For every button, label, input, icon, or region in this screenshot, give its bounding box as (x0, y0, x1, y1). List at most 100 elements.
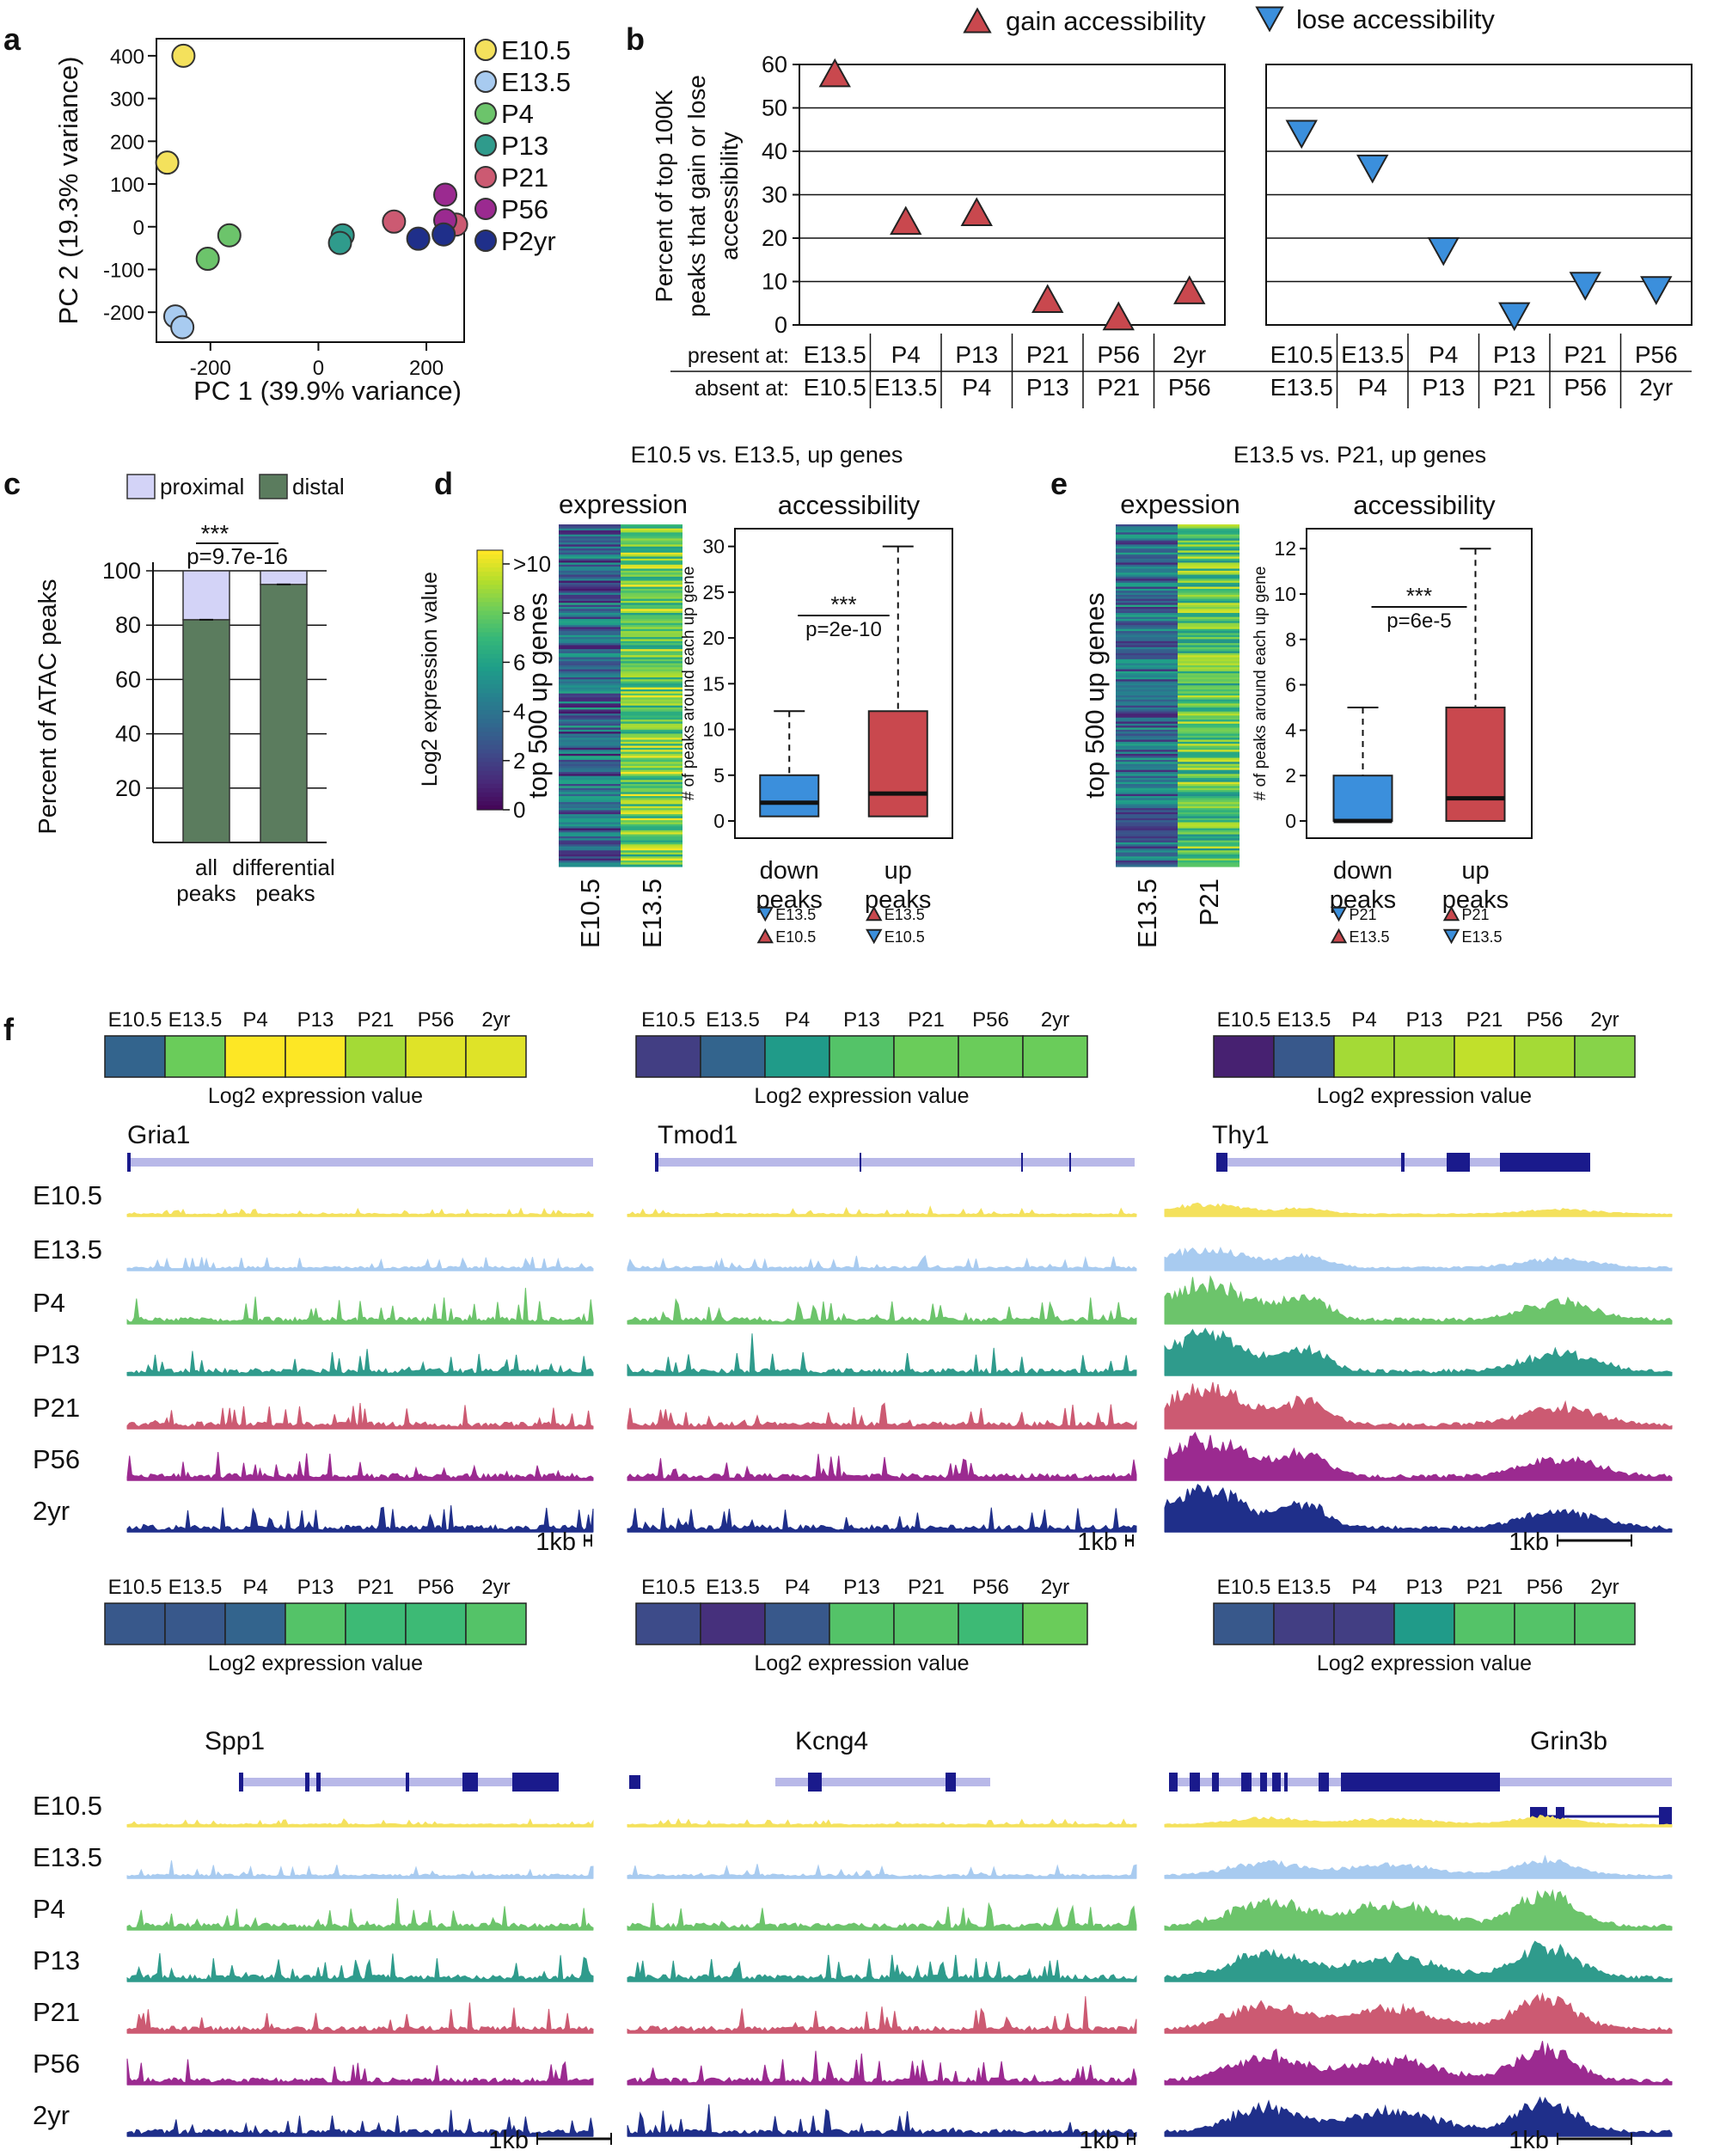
heatmap-cell (1116, 643, 1178, 646)
heatmap-cell (621, 751, 682, 755)
panel-label: c (3, 466, 21, 501)
heatmap-cell (621, 739, 682, 743)
colorbar-cell (477, 576, 503, 581)
expression-cell (1393, 1602, 1455, 1645)
heatmap-cell (559, 616, 621, 620)
colorbar-cell (477, 796, 503, 802)
y-tick-label: 60 (115, 666, 141, 692)
heatmap-cell (1116, 628, 1178, 632)
bar-proximal (182, 570, 230, 621)
heatmap-cell (1178, 567, 1240, 570)
colorbar-cell (477, 740, 503, 746)
boxplot-title: accessibility (778, 490, 921, 520)
heatmap-cell (1178, 838, 1240, 842)
heatmap-cell (1178, 721, 1240, 725)
x-tick-label: 200 (409, 357, 444, 380)
heatmap-cell (1116, 856, 1178, 860)
heatmap-cell (621, 634, 682, 638)
heatmap-cell (559, 534, 621, 537)
heatmap-cell (559, 793, 621, 797)
heatmap-cell (1116, 592, 1178, 596)
panel-label: f (3, 1012, 15, 1047)
heatmap-cell (1178, 536, 1240, 539)
expression-stage-label: P13 (297, 1576, 334, 1599)
heatmap-cell (1178, 798, 1240, 801)
heatmap-cell (1178, 643, 1240, 646)
colorbar-cell (477, 800, 503, 806)
heatmap-cell (1116, 526, 1178, 530)
heatmap-cell (1178, 552, 1240, 555)
heatmap-cell (1116, 677, 1178, 680)
heatmap-cell (1178, 600, 1240, 603)
present-label: P56 (1635, 341, 1678, 368)
heatmap-cell (559, 631, 621, 634)
heatmap-cell (1116, 556, 1178, 560)
y-tick-label: -200 (103, 302, 144, 325)
heatmap-cell (559, 532, 621, 536)
gene-block-grin3b: E10.5 E13.5 P4 P13 P21 P56 2yr Log2 expression … (1164, 1576, 1673, 2154)
colorbar-cell (477, 671, 503, 677)
gene-exon (1021, 1153, 1023, 1172)
heatmap-cell (1178, 729, 1240, 732)
plot-frame (1306, 528, 1533, 839)
track-stage-label: P21 (33, 1997, 80, 2027)
heatmap-cell (1178, 774, 1240, 777)
expression-stage-label: 2yr (1041, 1008, 1069, 1032)
expression-stage-label: P21 (1466, 1008, 1503, 1032)
heatmap-cell (559, 727, 621, 731)
group-label: up (884, 857, 912, 885)
heatmap-cell (1178, 661, 1240, 665)
heatmap-cell (559, 633, 621, 636)
key-label: E10.5 (884, 928, 925, 946)
heatmap-cell (621, 524, 682, 527)
expression-axis-label: Log2 expression value (754, 1084, 969, 1108)
heatmap-cell (621, 554, 682, 558)
heatmap-cell (1116, 606, 1178, 609)
heatmap-cell (621, 567, 682, 570)
gain-marker (1173, 275, 1206, 304)
heatmap-cell (621, 771, 682, 775)
heatmap-cell (1178, 616, 1240, 620)
heatmap-cell (621, 564, 682, 567)
heatmap-cell (621, 528, 682, 531)
heatmap-cell (621, 834, 682, 837)
coverage-track (627, 2050, 1137, 2086)
heatmap-cell (1116, 768, 1178, 771)
heatmap-cell (621, 780, 682, 783)
heatmap-cell (621, 689, 682, 692)
heatmap-cell (1116, 634, 1178, 638)
panel-c-stacked-bars: proximal distal 20 40 60 80 100 Percent of ATAC… (34, 474, 345, 906)
group-label: down (1333, 857, 1393, 885)
heatmap-cell (621, 768, 682, 771)
heatmap-cell (1178, 625, 1240, 628)
heatmap-cell (621, 842, 682, 845)
colorbar-cell (477, 680, 503, 685)
heatmap-cell (1116, 633, 1178, 636)
coverage-track (627, 1333, 1137, 1376)
absent-label: P56 (1564, 374, 1607, 401)
heatmap-cell (1116, 594, 1178, 597)
coverage-track (126, 1349, 594, 1376)
heatmap-cell (621, 798, 682, 801)
heatmap-cell (559, 540, 621, 543)
coverage-track (627, 1902, 1137, 1931)
heatmap-cell (559, 852, 621, 855)
heatmap-cell (559, 860, 621, 863)
heatmap-cell (621, 695, 682, 698)
y-tick-label: 20 (762, 225, 787, 251)
heatmap-cell (1116, 687, 1178, 690)
heatmap-cell (621, 693, 682, 696)
heatmap-cell (1178, 852, 1240, 855)
heatmap-cell (1178, 687, 1240, 690)
heatmap-cell (1178, 603, 1240, 606)
expression-cell (1574, 1035, 1636, 1078)
coverage-track (126, 1452, 594, 1481)
heatmap-cell (559, 634, 621, 638)
heatmap-cell (1178, 580, 1240, 584)
group-label: peaks (1442, 886, 1509, 914)
heatmap-cell (1116, 828, 1178, 831)
heatmap-cell (559, 657, 621, 660)
y-tick-label: 100 (102, 558, 141, 584)
heatmap-cell (559, 830, 621, 833)
